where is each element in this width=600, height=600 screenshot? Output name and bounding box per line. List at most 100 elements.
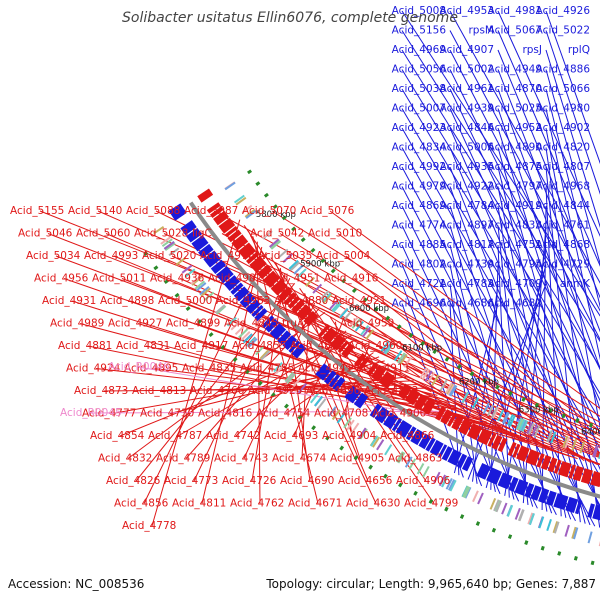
cog-bar — [246, 337, 257, 348]
cog-bar — [427, 371, 436, 384]
reverse-leader-line — [229, 255, 600, 456]
cog-bar — [424, 370, 433, 382]
forward-leader-line — [522, 225, 547, 504]
gc-mark — [351, 288, 357, 293]
reverse-gene-label: Acid_4896 — [306, 385, 361, 397]
reverse-gene-label: Acid_4811 — [172, 498, 226, 510]
reverse-gene-label: Acid_4905 — [330, 453, 384, 465]
cog-bar — [399, 353, 408, 365]
cog-bar — [260, 350, 271, 361]
gc-mark — [291, 226, 297, 232]
forward-gene-label: Acid_4783 — [440, 278, 494, 290]
cog-bar — [509, 414, 516, 427]
forward-gene-label: Acid_4868 — [536, 239, 590, 251]
cog-bar — [449, 479, 457, 492]
cog-bar — [587, 531, 593, 544]
reverse-gene-label: Acid_5011 — [92, 273, 146, 285]
gc-mark — [444, 506, 449, 512]
reverse-gene-label: Acid_4674 — [272, 453, 327, 465]
gc-mark — [220, 344, 226, 350]
forward-gene — [180, 220, 197, 236]
reverse-gene — [414, 393, 428, 410]
forward-leader-line — [497, 88, 600, 370]
reverse-leader-line — [345, 255, 600, 454]
reverse-gene — [291, 299, 306, 314]
reverse-gene-label: Acid_5060 — [76, 228, 130, 240]
cog-bar — [517, 418, 524, 431]
forward-gene — [223, 275, 241, 291]
cog-bar — [238, 328, 249, 339]
cog-bar — [275, 363, 285, 375]
forward-gene-label: Acid_4979 — [392, 181, 446, 193]
gc-mark — [548, 408, 553, 414]
forward-gene-label: Acid_4751 — [488, 239, 542, 251]
reverse-gene — [262, 270, 281, 288]
forward-leader-line — [497, 147, 600, 515]
reverse-gene-label: Acid_5070 — [242, 205, 296, 217]
forward-leader-line — [449, 49, 600, 341]
gc-mark — [540, 545, 545, 551]
forward-gene — [291, 343, 307, 359]
cog-bar — [153, 225, 165, 235]
reverse-gene-label: Acid_4835 — [182, 363, 236, 375]
forward-gene-label: Acid_4875 — [488, 161, 542, 173]
cog-bar — [528, 513, 535, 526]
reverse-gene — [378, 370, 396, 389]
reverse-leader-line — [353, 278, 585, 462]
cog-bar — [351, 318, 361, 329]
cog-bar — [447, 479, 456, 491]
forward-gene-label: Acid_5056 — [392, 64, 447, 76]
cog-bar — [175, 256, 187, 266]
reverse-leader-line — [319, 345, 475, 417]
forward-leader-line — [497, 127, 600, 458]
reverse-gene-label: Acid_4726 — [222, 475, 277, 487]
gc-mark — [590, 560, 595, 566]
cog-bar — [255, 345, 265, 356]
cog-bar — [403, 356, 412, 368]
forward-gene-label: Acid_4709 — [488, 278, 542, 290]
reverse-leader-line — [221, 233, 600, 441]
cog-bar — [506, 504, 514, 517]
reverse-gene — [366, 362, 379, 377]
reverse-gene-label: Acid_4931 — [42, 295, 96, 307]
forward-gene — [410, 428, 425, 446]
rna-gene-label: Acid_R0045 — [60, 407, 122, 419]
cog-bar — [421, 368, 430, 380]
forward-gene-label: Acid_4907 — [440, 44, 494, 56]
forward-leader-line — [401, 244, 520, 502]
gc-mark — [482, 378, 487, 384]
cog-bar — [546, 430, 554, 443]
forward-gene — [383, 412, 399, 430]
cog-bar — [416, 463, 425, 475]
cog-bar — [161, 238, 173, 247]
reverse-gene — [487, 432, 497, 448]
cog-bar — [270, 240, 282, 250]
cog-bar — [339, 308, 349, 319]
reverse-gene-label: Acid_5155 — [10, 205, 64, 217]
reverse-gene — [536, 453, 545, 468]
cog-bar — [461, 485, 469, 498]
reverse-gene-label: Acid_4777 — [82, 408, 136, 420]
reverse-gene-label: Acid_5042 — [250, 228, 304, 240]
reverse-gene-label: Acid_4853 — [364, 385, 418, 397]
gc-mark — [310, 247, 316, 253]
reverse-leader-line — [95, 368, 462, 410]
cog-bar — [493, 499, 500, 512]
reverse-gene — [553, 459, 562, 474]
forward-leader-line — [545, 108, 600, 361]
reverse-gene — [197, 188, 214, 203]
cog-bar — [349, 316, 359, 328]
reverse-gene-label: Acid_5028 — [134, 228, 188, 240]
reverse-gene — [512, 443, 521, 458]
forward-leader-line — [401, 10, 600, 317]
reverse-gene — [507, 441, 517, 457]
cog-bar — [526, 422, 533, 435]
forward-gene — [592, 504, 600, 521]
reverse-leader-line — [243, 302, 316, 459]
reverse-gene-label: Acid_4925 — [248, 385, 302, 397]
forward-leader-line — [545, 30, 600, 195]
reverse-gene — [278, 286, 293, 302]
cog-bar — [354, 320, 364, 332]
cog-bar — [215, 304, 226, 314]
gc-mark — [561, 413, 566, 419]
